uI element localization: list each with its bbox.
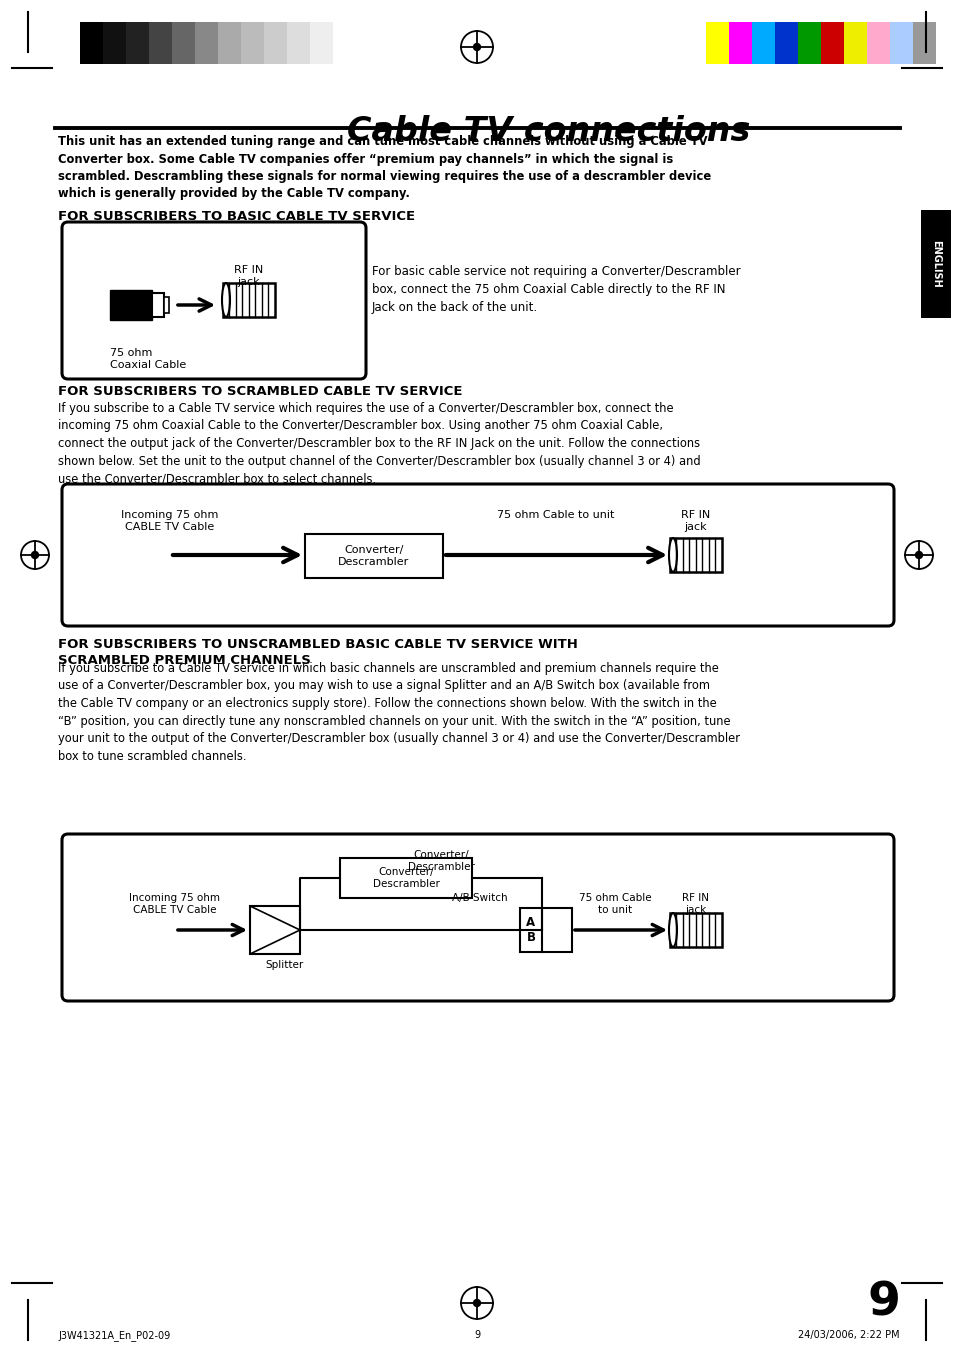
Bar bbox=[920, 209, 950, 317]
Text: For basic cable service not requiring a Converter/Descrambler
box, connect the 7: For basic cable service not requiring a … bbox=[372, 265, 740, 313]
Text: FOR SUBSCRIBERS TO BASIC CABLE TV SERVICE: FOR SUBSCRIBERS TO BASIC CABLE TV SERVIC… bbox=[58, 209, 415, 223]
Text: J3W41321A_En_P02-09: J3W41321A_En_P02-09 bbox=[58, 1329, 170, 1342]
Text: If you subscribe to a Cable TV service in which basic channels are unscrambled a: If you subscribe to a Cable TV service i… bbox=[58, 662, 740, 762]
Text: Incoming 75 ohm
CABLE TV Cable: Incoming 75 ohm CABLE TV Cable bbox=[121, 509, 218, 532]
Bar bbox=[264, 22, 287, 63]
Bar bbox=[889, 22, 912, 63]
Bar bbox=[669, 538, 721, 571]
Text: If you subscribe to a Cable TV service which requires the use of a Converter/Des: If you subscribe to a Cable TV service w… bbox=[58, 403, 700, 485]
Text: 9: 9 bbox=[474, 1329, 479, 1340]
Text: RF IN
jack: RF IN jack bbox=[680, 509, 710, 532]
Bar bbox=[751, 22, 774, 63]
Bar bbox=[912, 22, 935, 63]
Bar bbox=[843, 22, 866, 63]
Text: 75 ohm
Coaxial Cable: 75 ohm Coaxial Cable bbox=[110, 349, 186, 370]
Bar bbox=[223, 282, 274, 317]
Bar bbox=[103, 22, 126, 63]
Text: RF IN
jack: RF IN jack bbox=[681, 893, 709, 916]
Bar bbox=[164, 297, 169, 313]
Bar bbox=[339, 858, 472, 898]
Bar bbox=[152, 293, 164, 317]
Text: A: A bbox=[526, 916, 535, 928]
Bar bbox=[305, 534, 442, 578]
Text: FOR SUBSCRIBERS TO SCRAMBLED CABLE TV SERVICE: FOR SUBSCRIBERS TO SCRAMBLED CABLE TV SE… bbox=[58, 385, 462, 399]
Bar bbox=[241, 22, 264, 63]
Bar bbox=[287, 22, 310, 63]
Bar bbox=[218, 22, 241, 63]
Text: B: B bbox=[526, 931, 535, 944]
Ellipse shape bbox=[668, 538, 677, 571]
Bar bbox=[172, 22, 194, 63]
Text: 9: 9 bbox=[866, 1279, 899, 1325]
Bar bbox=[669, 913, 721, 947]
Circle shape bbox=[915, 551, 922, 558]
Bar bbox=[310, 22, 333, 63]
Bar bbox=[821, 22, 843, 63]
Text: RF IN
jack: RF IN jack bbox=[234, 265, 263, 288]
Bar bbox=[149, 22, 172, 63]
Bar bbox=[126, 22, 149, 63]
Bar bbox=[250, 907, 299, 954]
Text: Splitter: Splitter bbox=[266, 961, 304, 970]
FancyBboxPatch shape bbox=[62, 222, 366, 380]
Bar bbox=[705, 22, 728, 63]
Bar bbox=[774, 22, 797, 63]
Circle shape bbox=[31, 551, 38, 558]
Ellipse shape bbox=[668, 913, 677, 947]
Bar bbox=[519, 908, 572, 952]
Text: 75 ohm Cable to unit: 75 ohm Cable to unit bbox=[497, 509, 614, 520]
Text: Converter/
Descrambler: Converter/ Descrambler bbox=[373, 867, 439, 889]
Text: A/B Switch: A/B Switch bbox=[452, 893, 507, 902]
Ellipse shape bbox=[222, 282, 230, 317]
FancyBboxPatch shape bbox=[62, 834, 893, 1001]
Text: FOR SUBSCRIBERS TO UNSCRAMBLED BASIC CABLE TV SERVICE WITH
SCRAMBLED PREMIUM CHA: FOR SUBSCRIBERS TO UNSCRAMBLED BASIC CAB… bbox=[58, 638, 578, 667]
Bar bbox=[866, 22, 889, 63]
Bar bbox=[797, 22, 821, 63]
Text: Converter/
Descrambler: Converter/ Descrambler bbox=[338, 544, 409, 567]
Text: 75 ohm Cable
to unit: 75 ohm Cable to unit bbox=[578, 893, 651, 916]
Circle shape bbox=[473, 1300, 480, 1306]
Text: 24/03/2006, 2:22 PM: 24/03/2006, 2:22 PM bbox=[798, 1329, 899, 1340]
Text: Incoming 75 ohm
CABLE TV Cable: Incoming 75 ohm CABLE TV Cable bbox=[130, 893, 220, 916]
Text: This unit has an extended tuning range and can tune most cable channels without : This unit has an extended tuning range a… bbox=[58, 135, 710, 200]
Bar bbox=[110, 290, 152, 320]
Bar bbox=[80, 22, 103, 63]
Circle shape bbox=[473, 43, 480, 50]
Text: Converter/
Descrambler: Converter/ Descrambler bbox=[407, 850, 474, 873]
Text: ENGLISH: ENGLISH bbox=[930, 240, 940, 288]
Text: Cable TV connections: Cable TV connections bbox=[346, 115, 749, 149]
Bar bbox=[194, 22, 218, 63]
Bar bbox=[728, 22, 751, 63]
FancyBboxPatch shape bbox=[62, 484, 893, 626]
